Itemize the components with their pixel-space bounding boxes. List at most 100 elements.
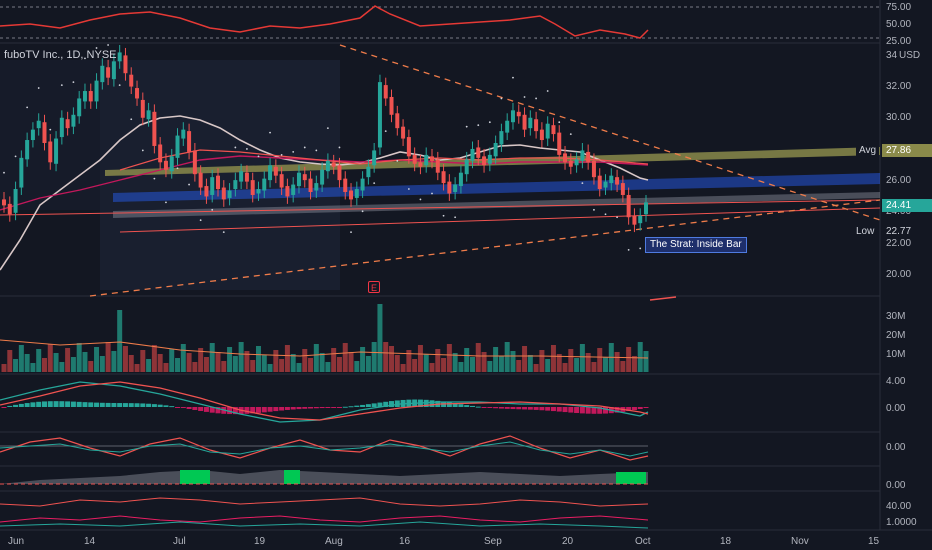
sar-dot: [222, 231, 225, 233]
candle-body: [510, 110, 515, 123]
macd-bar: [377, 402, 383, 407]
volume-bar: [284, 345, 290, 372]
volume-bar: [313, 344, 319, 372]
volume-bar: [134, 364, 140, 372]
osc2-line-b: [0, 441, 649, 457]
volume-bar: [82, 352, 88, 372]
volume-bar: [568, 349, 574, 372]
time-tick-oct: Oct: [635, 536, 651, 547]
osc4-line-a: [0, 497, 649, 507]
candle-body: [129, 74, 134, 87]
last-price-tag: 24.41: [882, 199, 932, 212]
volume-bar: [585, 353, 591, 372]
sar-dot: [118, 84, 121, 86]
sar-dot: [130, 118, 133, 121]
candle-body: [424, 154, 429, 166]
macd-bar: [429, 400, 435, 407]
volume-bar: [412, 359, 418, 372]
volume-bar: [516, 360, 522, 372]
candle-body: [453, 184, 458, 192]
osc3-tick-0: 0.00: [886, 480, 906, 491]
sar-dot: [338, 146, 341, 149]
volume-bar: [47, 344, 53, 372]
macd-bar: [290, 407, 296, 410]
ma-mid: [119, 149, 649, 171]
candle-body: [163, 160, 168, 170]
sar-dot: [373, 182, 376, 184]
candle-body: [620, 183, 625, 195]
candle-body: [181, 129, 186, 139]
macd-bar: [452, 403, 458, 407]
macd-bar: [146, 403, 152, 407]
short-red-line: [649, 296, 677, 301]
sar-dot: [269, 131, 271, 134]
candle-body: [528, 117, 533, 129]
volume-bar: [65, 348, 71, 372]
volume-bar: [371, 342, 377, 372]
macd-bar: [47, 401, 53, 407]
macd-bar: [458, 404, 464, 407]
volume-bar: [94, 347, 100, 372]
macd-bar: [348, 406, 354, 408]
earnings-icon[interactable]: E: [368, 281, 380, 293]
macd-bar: [59, 401, 65, 407]
time-tick-jul: Jul: [173, 536, 186, 547]
volume-bar: [273, 350, 279, 372]
macd-bar: [631, 407, 637, 411]
macd-bar: [24, 403, 30, 407]
candle-body: [71, 114, 76, 127]
candle-body: [42, 122, 47, 143]
candle-body: [94, 80, 99, 102]
macd-bar: [481, 407, 487, 408]
macd-bar: [365, 404, 371, 407]
candle-body: [216, 175, 220, 190]
time-tick-nov: Nov: [791, 536, 809, 547]
strat-note[interactable]: The Strat: Inside Bar: [645, 237, 747, 253]
candle-body: [626, 194, 631, 218]
macd-bar: [319, 407, 325, 409]
volume-tick-30m: 30M: [886, 311, 905, 322]
volume-bar: [13, 359, 19, 372]
sar-dot: [84, 57, 86, 60]
sar-dot: [153, 177, 156, 180]
sar-dot: [257, 155, 260, 158]
candle-body: [632, 215, 637, 225]
volume-bar: [180, 344, 186, 372]
volume-bar: [446, 344, 452, 372]
macd-bar: [203, 407, 209, 412]
volume-bar: [88, 361, 94, 372]
candle-body: [152, 111, 157, 146]
low-price-tag: 22.77: [882, 225, 932, 238]
sar-dot: [107, 44, 110, 46]
candle-body: [2, 199, 6, 206]
candles-layer: [2, 45, 648, 233]
volume-bar: [631, 356, 637, 372]
volume-bar: [435, 349, 441, 372]
macd-bar: [308, 407, 314, 409]
candle-body: [395, 113, 400, 129]
candle-body: [418, 162, 423, 167]
volume-bar: [117, 310, 123, 372]
price-tick-32: 32.00: [886, 81, 911, 92]
volume-bar: [620, 361, 626, 372]
candle-body: [204, 186, 209, 197]
candle-body: [158, 144, 163, 163]
volume-bar: [238, 342, 244, 372]
volume-bar: [348, 352, 354, 372]
parabolic-sar: [3, 44, 642, 251]
candle-body: [563, 153, 568, 163]
volume-bar: [394, 355, 400, 372]
macd-bar: [53, 401, 59, 407]
candle-body: [100, 65, 105, 83]
candle-body: [273, 166, 278, 176]
macd-bar: [493, 407, 499, 409]
sar-dot: [558, 121, 561, 124]
candle-body: [343, 178, 348, 192]
macd-bar: [545, 407, 551, 411]
price-tick-34: 34: [886, 50, 898, 61]
symbol-title[interactable]: fuboTV Inc., 1D, NYSE: [4, 49, 117, 61]
macd-bar: [273, 407, 279, 412]
candle-body: [325, 160, 330, 172]
volume-bar: [41, 358, 47, 372]
